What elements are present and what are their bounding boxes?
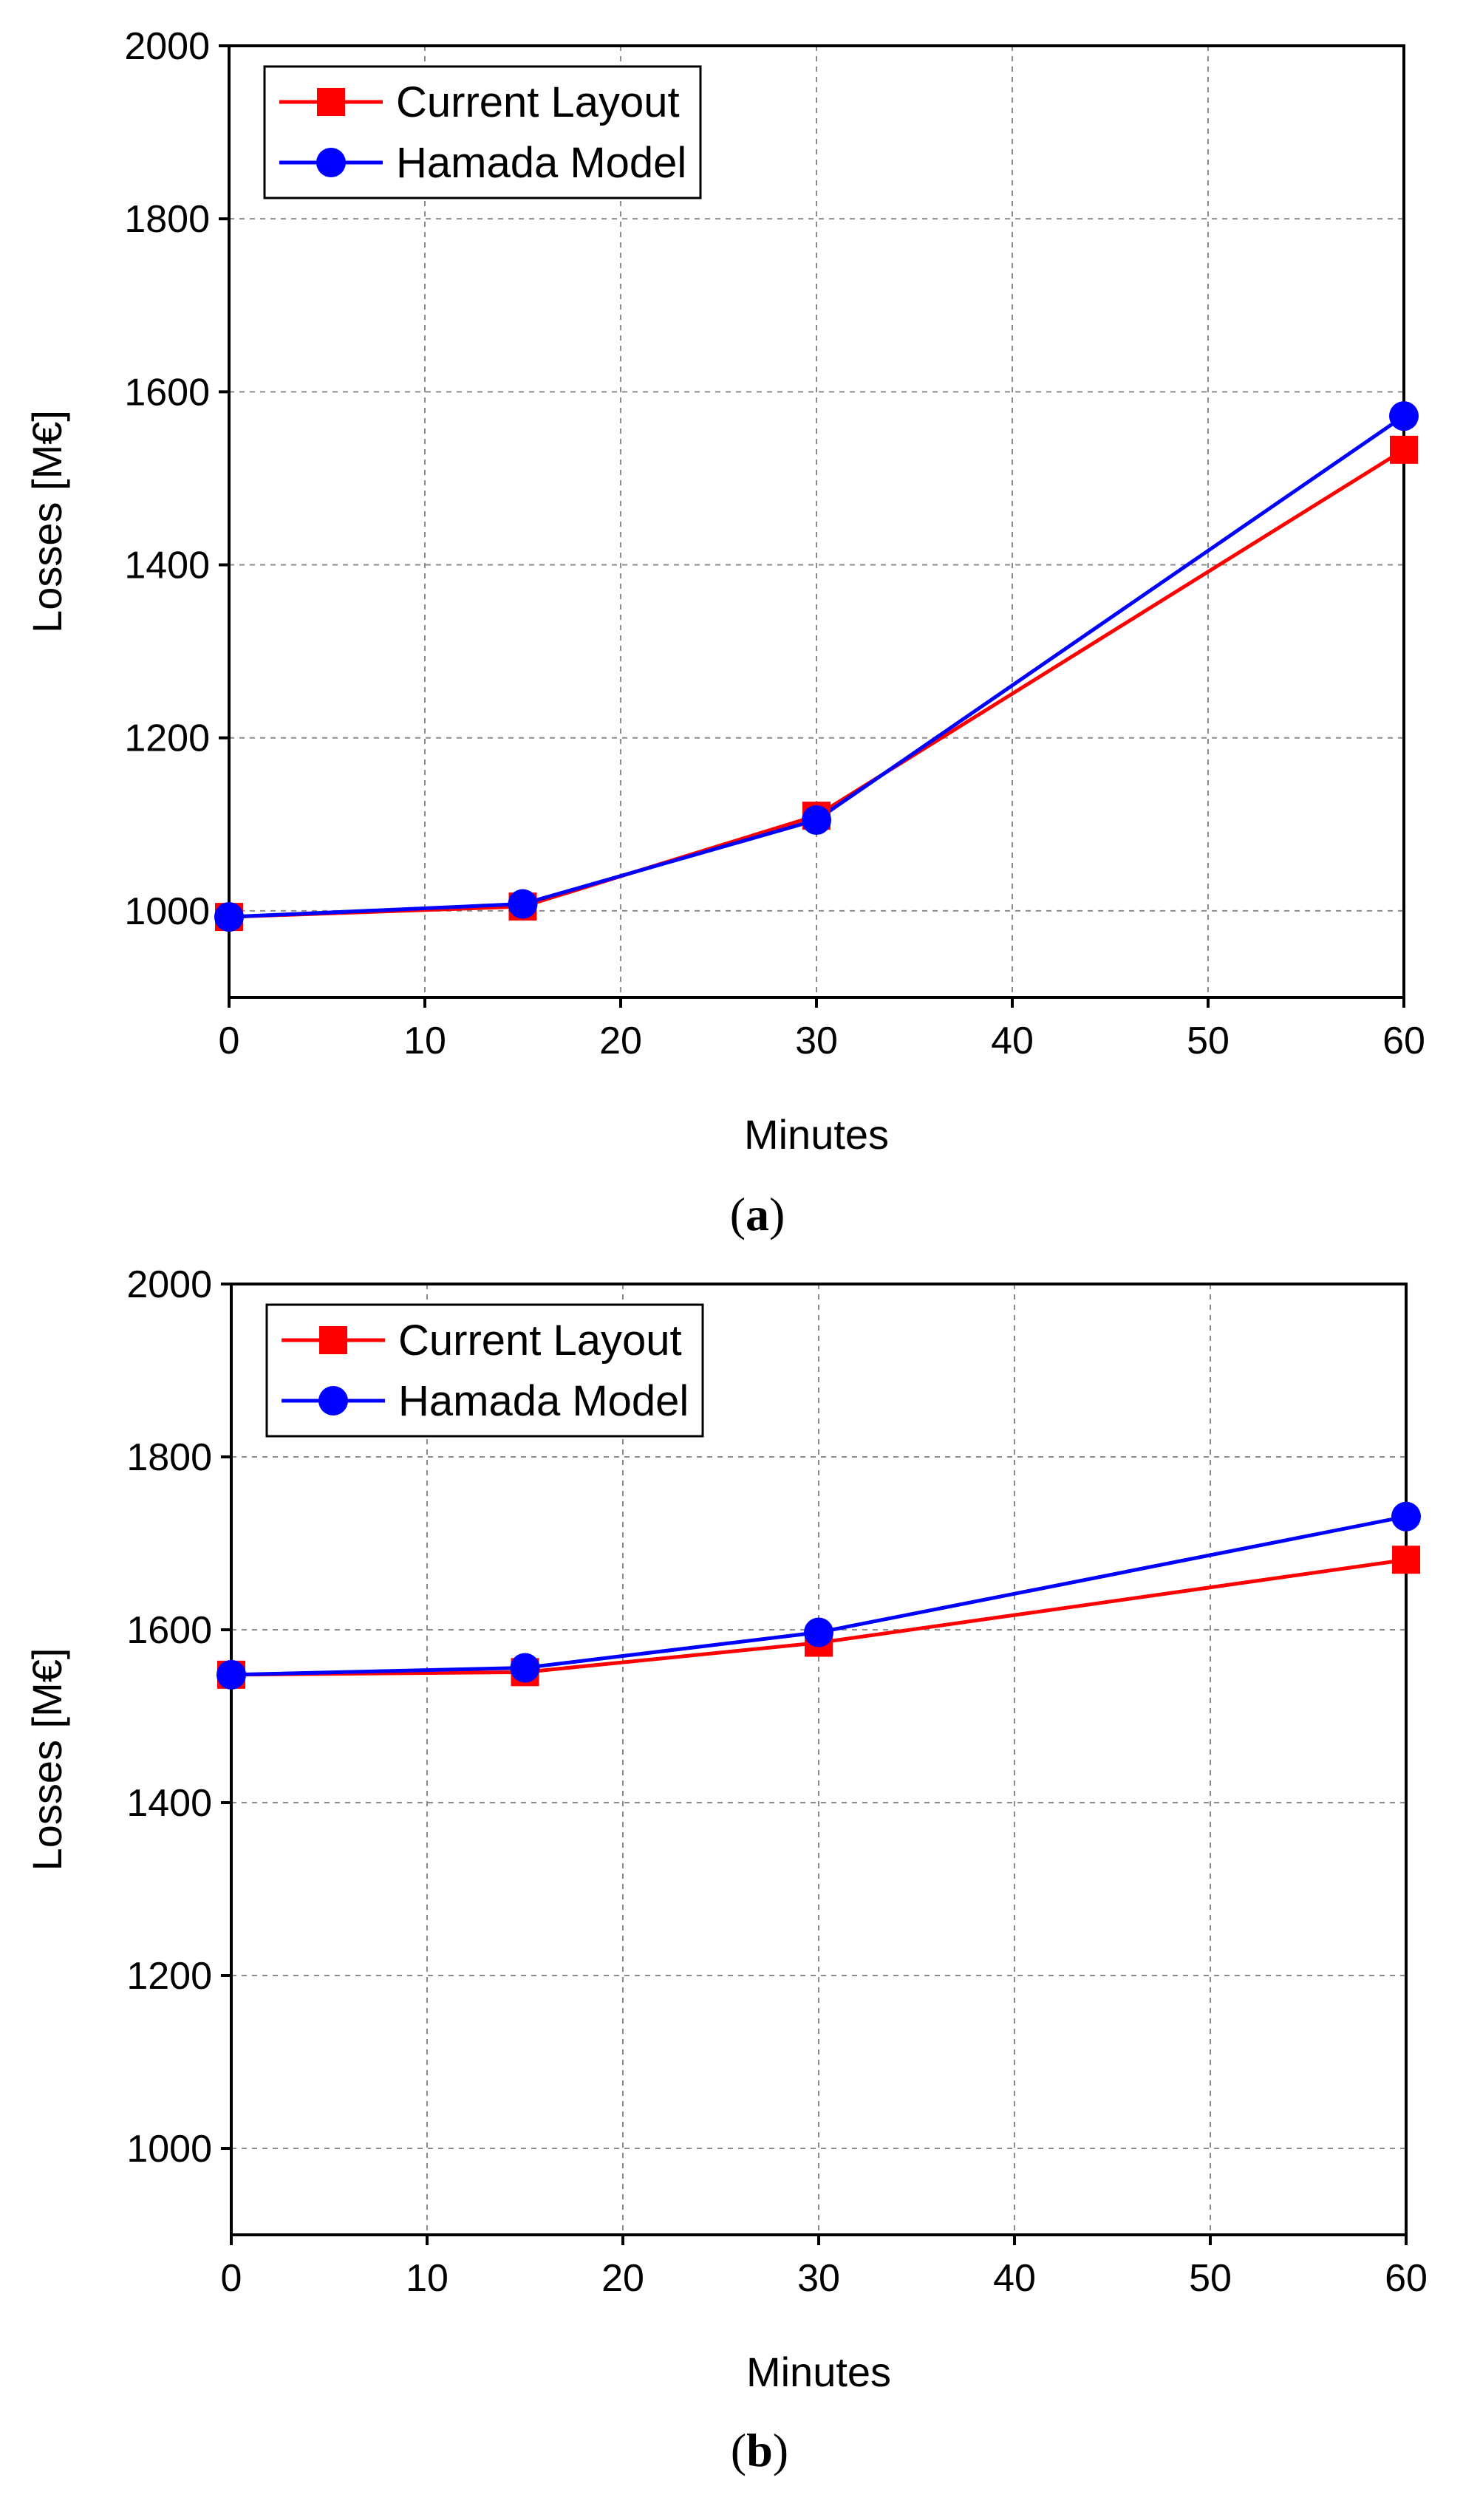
y-tick-label: 1200 [126, 1955, 212, 1998]
x-tick-label: 10 [403, 1020, 446, 1062]
legend-square-icon [319, 1326, 347, 1354]
x-tick-label: 0 [221, 2257, 242, 2300]
x-tick-label: 20 [599, 1020, 642, 1062]
series-line-circle [231, 1515, 1407, 1677]
legend: Current Layout Hamada Model [265, 1303, 704, 1438]
data-point-circle [1391, 1501, 1421, 1532]
y-tick-label: 1000 [126, 2128, 212, 2171]
x-tick-label: 40 [991, 1020, 1034, 1062]
legend-label: Current Layout [398, 1317, 682, 1365]
data-point-circle [802, 805, 831, 835]
panel-label-paren-close: ) [769, 1188, 785, 1240]
legend-circle-icon [318, 1386, 348, 1416]
y-tick-label: 1600 [126, 1609, 212, 1652]
y-axis-title: Losses [M€] [24, 1648, 70, 1871]
y-tick-label: 1000 [124, 890, 210, 933]
y-tick-label: 1800 [124, 198, 210, 241]
legend-circle-icon [316, 148, 346, 177]
data-point-circle [508, 889, 538, 919]
legend-square-icon [317, 88, 345, 116]
y-tick-label: 1400 [124, 544, 210, 587]
x-tick-label: 40 [993, 2257, 1036, 2300]
plot-frame [230, 1283, 1408, 2236]
y-tick-label: 1200 [124, 717, 210, 760]
chart-panel-a: 0 10 20 30 40 50 60 1000 1200 1400 1600 1800 2000 Cur… [24, 25, 1425, 1240]
legend-label: Current Layout [396, 78, 680, 126]
x-tick-label: 50 [1189, 2257, 1232, 2300]
x-tick-label: 20 [601, 2257, 644, 2300]
panel-label-paren-open: ( [730, 1188, 746, 1240]
x-tick-label: 30 [795, 1020, 838, 1062]
x-tick-label: 60 [1382, 1020, 1425, 1062]
panel-label: (a) [730, 1188, 785, 1240]
data-point-circle [1389, 401, 1419, 431]
y-axis-title: Losses [M€] [24, 410, 70, 633]
x-tick-label: 10 [406, 2257, 449, 2300]
panel-label-paren-close: ) [773, 2424, 788, 2476]
plot-frame [228, 44, 1405, 999]
data-point-circle [216, 1659, 246, 1690]
data-point-circle [510, 1653, 540, 1683]
x-tick-label: 0 [219, 1020, 240, 1062]
legend: Current Layout Hamada Model [263, 65, 702, 199]
panel-label-letter: a [746, 1188, 769, 1240]
x-tick-label: 30 [797, 2257, 840, 2300]
data-point-circle [214, 902, 244, 932]
panel-label-letter: b [746, 2424, 773, 2476]
panel-label: (b) [731, 2424, 788, 2476]
y-tick-label: 1400 [126, 1782, 212, 1825]
series-line-circle [228, 414, 1405, 919]
legend-label: Hamada Model [398, 1377, 689, 1425]
series-line-square [231, 1557, 1407, 1677]
y-tick-label: 2000 [126, 1263, 212, 1306]
legend-label: Hamada Model [396, 139, 686, 187]
panel-label-paren-open: ( [731, 2424, 746, 2476]
x-tick-label: 50 [1187, 1020, 1230, 1062]
y-tick-label: 1600 [124, 371, 210, 414]
data-point-circle [804, 1617, 833, 1647]
x-axis-title: Minutes [746, 2349, 891, 2395]
x-axis-title: Minutes [744, 1111, 889, 1158]
data-point-square [1392, 1546, 1420, 1574]
data-point-square [1390, 435, 1418, 464]
y-tick-label: 1800 [126, 1436, 212, 1479]
chart-panel-b: 0 10 20 30 40 50 60 1000 1200 1400 1600 1800 2000 Cur… [24, 1263, 1428, 2476]
x-tick-label: 60 [1385, 2257, 1428, 2300]
y-tick-label: 2000 [124, 25, 210, 68]
